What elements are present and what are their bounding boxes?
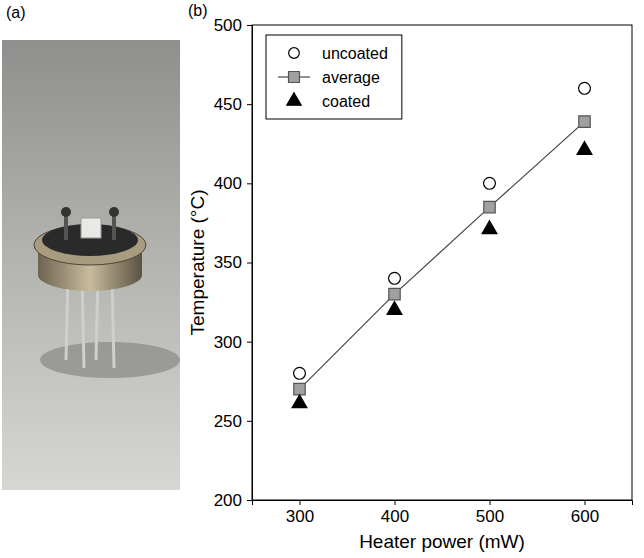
- chart: (b) 200 250 300 350 400 450 500 300 400 500 600 Heat…: [187, 2, 633, 552]
- data-point: [579, 82, 591, 94]
- tick: 450: [214, 95, 252, 114]
- tick: 600: [571, 500, 599, 526]
- tick: 400: [381, 500, 409, 526]
- tick-label: 450: [214, 95, 242, 114]
- tick: 500: [476, 500, 504, 526]
- tick: 500: [214, 16, 252, 35]
- legend: uncoated average coated: [266, 35, 402, 119]
- tick-mark: [585, 500, 586, 505]
- post-head: [61, 207, 71, 217]
- tick-mark: [247, 421, 252, 422]
- data-point: [387, 301, 402, 314]
- data-point: [294, 367, 306, 379]
- y-axis-title: Temperature (°C): [187, 190, 208, 336]
- tick-mark: [395, 500, 396, 505]
- shadow: [40, 342, 180, 378]
- legend-label: uncoated: [322, 45, 388, 62]
- legend-label: coated: [322, 93, 370, 110]
- legend-label: average: [322, 69, 380, 86]
- tick-label: 300: [286, 507, 314, 526]
- tick-mark: [247, 25, 252, 26]
- data-point: [577, 142, 592, 155]
- tick-label: 500: [214, 16, 242, 35]
- legend-marker: [287, 93, 301, 105]
- post: [64, 214, 68, 240]
- x-axis-title: Heater power (mW): [359, 531, 525, 552]
- tick-label: 300: [214, 333, 242, 352]
- axis-line: [253, 501, 633, 506]
- tick-mark: [247, 500, 252, 501]
- panel-label: (a): [6, 4, 26, 21]
- legend-marker: [289, 48, 300, 59]
- tick: 250: [214, 412, 252, 431]
- data-point: [482, 221, 497, 234]
- tick-label: 200: [214, 491, 242, 510]
- tick: 200: [214, 491, 252, 510]
- data-point: [292, 395, 307, 408]
- marks: [292, 82, 592, 407]
- tick-label: 400: [214, 174, 242, 193]
- data-point: [389, 272, 401, 284]
- legend-marker: [289, 72, 300, 83]
- legend-box: [266, 35, 402, 119]
- data-point: [484, 201, 495, 212]
- tick-label: 250: [214, 412, 242, 431]
- photo-background: [2, 40, 180, 490]
- tick: 300: [286, 500, 314, 526]
- sensor-chip: [81, 218, 101, 238]
- tick-label: 400: [381, 507, 409, 526]
- tick: 400: [214, 174, 252, 193]
- post-head: [109, 207, 119, 217]
- photo: (a): [2, 4, 180, 490]
- tick-mark: [300, 500, 301, 505]
- figure: (a) (b) 200 250 300 350 400 450 500 300 400 500 600 H…: [0, 0, 644, 558]
- data-point: [484, 177, 496, 189]
- plot-frame: [252, 25, 632, 500]
- tick-mark: [247, 104, 252, 105]
- post: [112, 214, 116, 240]
- tick-mark: [247, 183, 252, 184]
- data-point: [579, 116, 590, 127]
- data-point: [389, 288, 400, 299]
- tick-label: 500: [476, 507, 504, 526]
- x-axis: 300 400 500 600: [253, 500, 633, 526]
- tick-mark: [247, 342, 252, 343]
- tick: 350: [214, 253, 252, 272]
- y-axis: 200 250 300 350 400 450 500: [214, 16, 253, 510]
- series-line: [300, 122, 585, 390]
- tick-mark: [247, 263, 252, 264]
- tick-mark: [490, 500, 491, 505]
- tick-label: 350: [214, 253, 242, 272]
- panel-label: (b): [188, 2, 208, 19]
- data-point: [294, 383, 305, 394]
- axis-line: [247, 26, 253, 501]
- tick: 300: [214, 333, 252, 352]
- tick-label: 600: [571, 507, 599, 526]
